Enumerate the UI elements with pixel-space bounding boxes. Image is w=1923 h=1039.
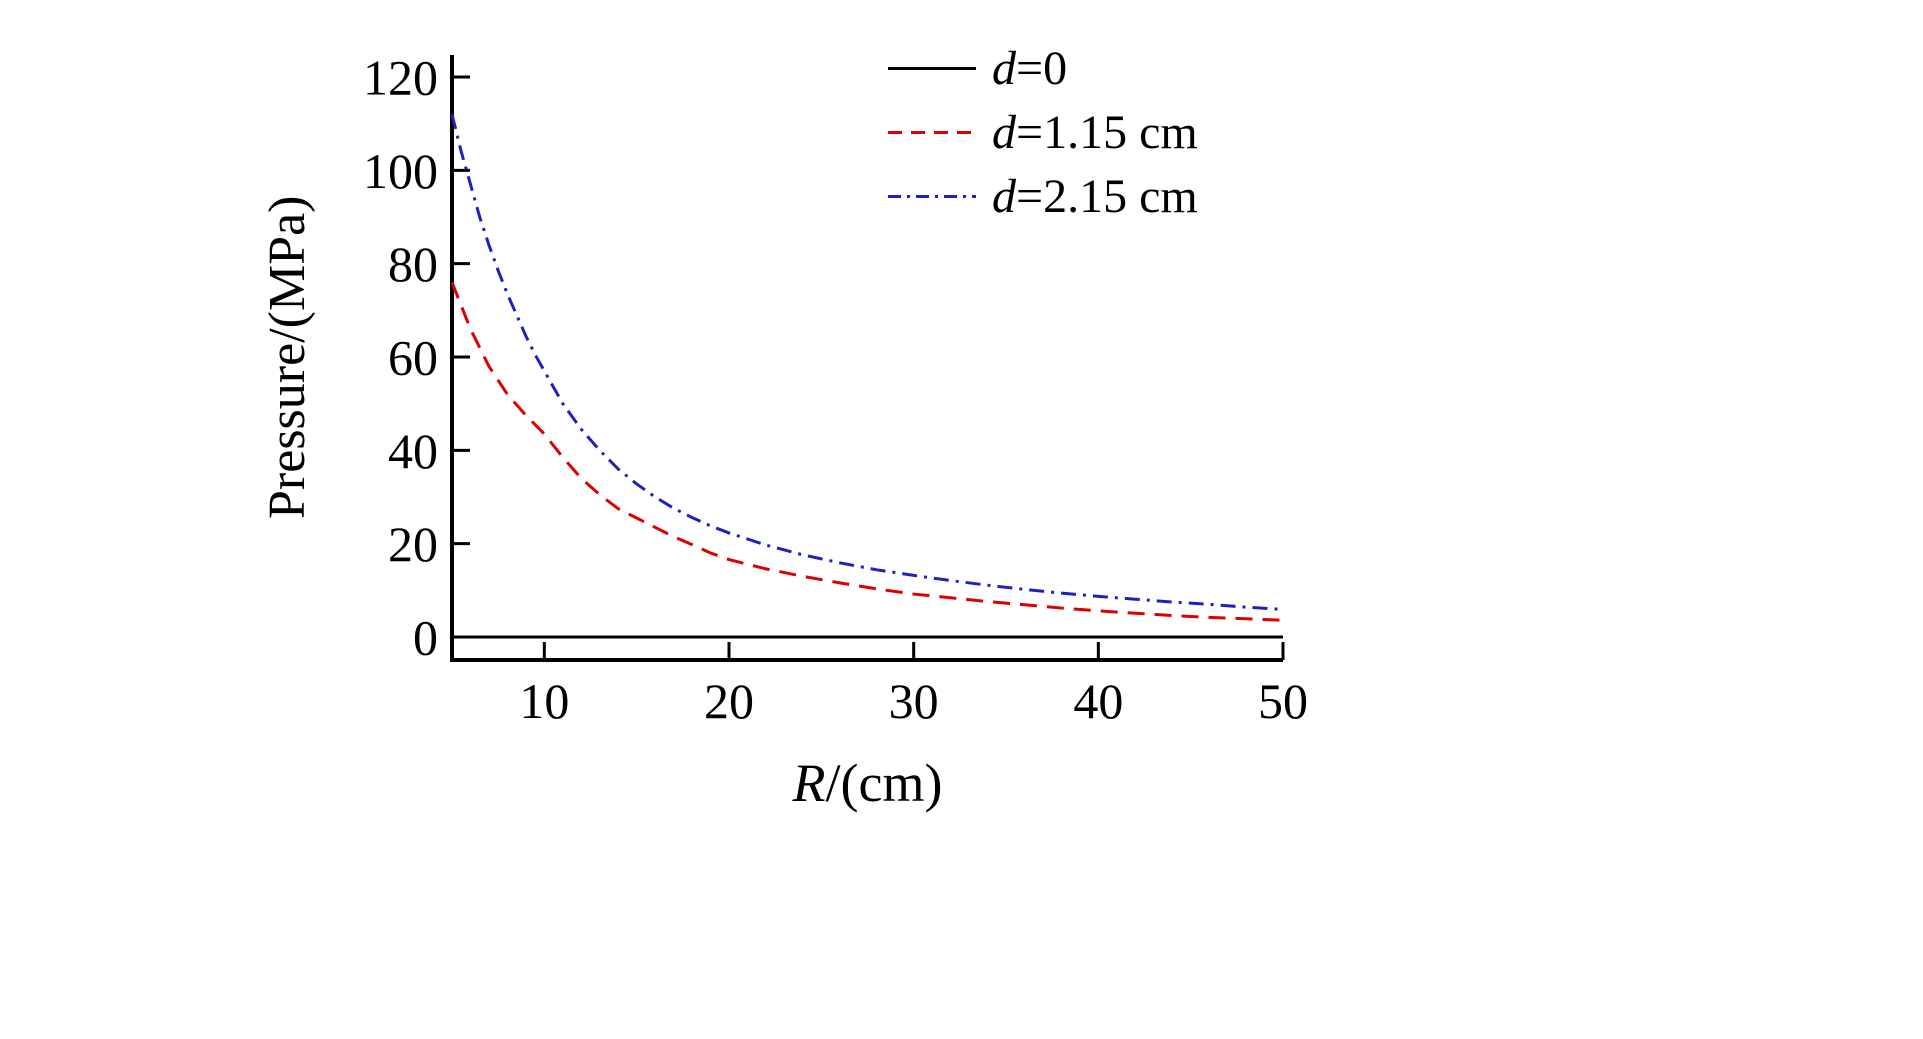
legend-label-2-value: =2.15 cm [1016,169,1198,223]
legend-label-1-value: =1.15 cm [1016,105,1198,159]
legend-label-0: d=0 [992,41,1067,96]
legend-sample-1 [888,130,976,134]
legend-sample-0 [888,66,976,70]
x-axis-label: R/(cm) [452,752,1283,814]
y-tick-label: 0 [413,610,438,666]
y-tick-label: 60 [388,330,438,386]
legend-label-1: d=1.15 cm [992,105,1198,160]
legend-label-1-variable: d [992,105,1016,159]
legend-row-0: d=0 [888,36,1198,100]
x-axis-label-variable: R [792,753,826,813]
x-tick-label: 30 [889,673,939,729]
x-axis-label-units: /(cm) [825,753,943,813]
x-tick-label: 10 [519,673,569,729]
x-tick-label: 40 [1073,673,1123,729]
legend-label-0-value: =0 [1016,41,1068,95]
y-tick-label: 100 [363,143,438,199]
legend-sample-2 [888,194,976,198]
legend: d=0 d=1.15 cm d=2.15 cm [888,36,1198,228]
y-axis-label: Pressure/(MPa) [259,195,316,520]
x-tick-label: 50 [1258,673,1308,729]
y-tick-label: 80 [388,236,438,292]
legend-label-0-variable: d [992,41,1016,95]
series-line-2 [450,113,1284,611]
y-tick-label: 120 [363,50,438,106]
series-line-1 [450,281,1284,622]
y-tick-label: 20 [388,516,438,572]
legend-label-2-variable: d [992,169,1016,223]
y-tick-label: 40 [388,423,438,479]
legend-row-2: d=2.15 cm [888,164,1198,228]
legend-row-1: d=1.15 cm [888,100,1198,164]
legend-label-2: d=2.15 cm [992,169,1198,224]
x-tick-label: 20 [704,673,754,729]
